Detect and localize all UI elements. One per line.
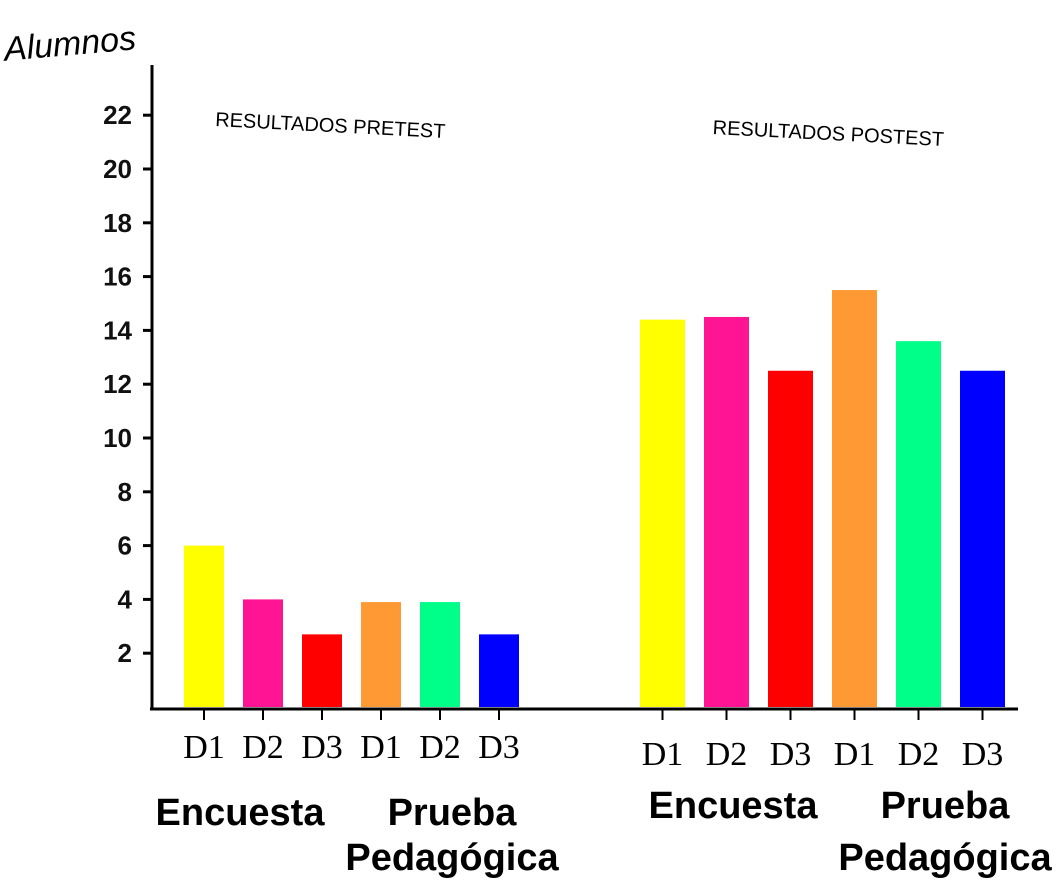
y-ticks: 2 4 6 8 10 12 14 16 18 20 22: [103, 100, 152, 668]
chart-panels: RESULTADOS PRETEST D1 D2 D3 D1 D2 D3 Encuesta Pr…: [156, 109, 1053, 879]
group-label: Prueba: [881, 785, 1011, 827]
category-label: D3: [962, 736, 1004, 773]
y-tick-label: 20: [103, 154, 132, 184]
bar: [640, 319, 685, 707]
y-tick-label: 22: [103, 100, 132, 130]
group-label: Pedagógica: [345, 837, 559, 879]
y-tick-label: 16: [103, 262, 132, 292]
category-label: D1: [183, 729, 225, 766]
bar: [361, 602, 401, 707]
bar: [302, 634, 342, 707]
category-label: D2: [419, 729, 461, 766]
y-tick-label: 4: [118, 584, 133, 614]
bar: [184, 545, 224, 707]
y-axis-label: Alumnos: [0, 19, 137, 69]
panel-2: RESULTADOS POSTEST D1 D2 D3 D1 D2 D3 Encuesta Pr…: [640, 117, 1053, 879]
category-label: D3: [301, 729, 343, 766]
group-label: Prueba: [388, 792, 518, 834]
group-label: Pedagógica: [838, 837, 1052, 879]
category-label: D2: [242, 729, 284, 766]
bar: [243, 599, 283, 707]
y-tick-label: 2: [118, 638, 132, 668]
y-tick-label: 14: [103, 315, 132, 345]
bar: [960, 370, 1005, 707]
category-label: D3: [478, 729, 520, 766]
bar: [832, 290, 877, 707]
bar: [420, 602, 460, 707]
bar: [479, 634, 519, 707]
y-tick-label: 6: [118, 531, 132, 561]
bar: [896, 341, 941, 707]
bar: [768, 370, 813, 707]
category-label: D1: [642, 736, 684, 773]
panel-title: RESULTADOS PRETEST: [215, 109, 446, 143]
bar: [704, 316, 749, 707]
panel-1: RESULTADOS PRETEST D1 D2 D3 D1 D2 D3 Encuesta Pr…: [156, 109, 560, 879]
panel-title: RESULTADOS POSTEST: [712, 117, 944, 151]
category-label: D2: [898, 736, 940, 773]
y-tick-label: 10: [103, 423, 132, 453]
category-label: D1: [360, 729, 402, 766]
group-label: Encuesta: [156, 792, 326, 834]
category-label: D1: [834, 736, 876, 773]
y-tick-label: 18: [103, 208, 132, 238]
y-tick-label: 12: [103, 369, 132, 399]
category-label: D2: [706, 736, 748, 773]
y-tick-label: 8: [118, 477, 132, 507]
category-label: D3: [770, 736, 812, 773]
group-label: Encuesta: [649, 785, 819, 827]
